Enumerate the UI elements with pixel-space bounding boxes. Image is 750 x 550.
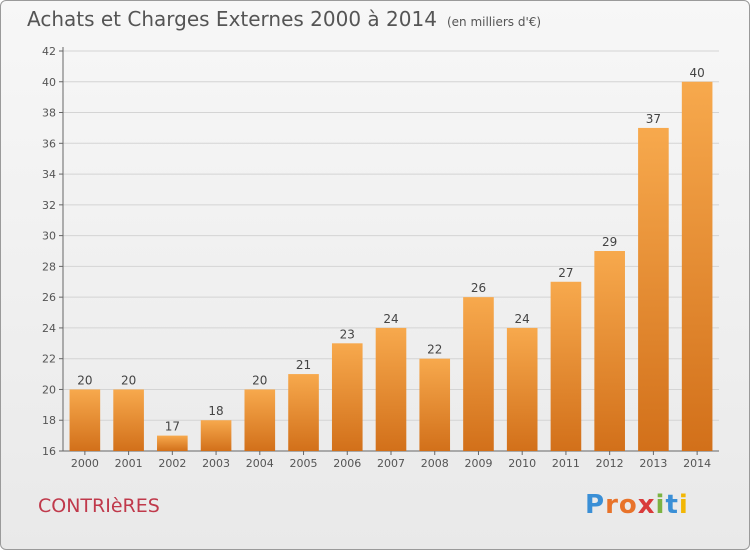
bar-2007	[375, 327, 407, 451]
bar-2011	[550, 281, 582, 451]
y-tick-label: 32	[42, 199, 56, 212]
y-tick-label: 26	[42, 291, 56, 304]
x-tick-label-2009: 2009	[464, 457, 492, 470]
y-tick-label: 28	[42, 260, 56, 273]
logo-letter: i	[655, 490, 666, 520]
bar-2002	[157, 435, 188, 451]
value-label-2010: 24	[515, 312, 530, 326]
x-tick-label-2011: 2011	[552, 457, 580, 470]
x-tick-label-2003: 2003	[202, 457, 230, 470]
logo-letter: P	[585, 490, 606, 520]
value-label-2013: 37	[646, 112, 661, 126]
proxiti-logo: Proxiti	[585, 490, 689, 520]
value-label-2014: 40	[689, 66, 704, 80]
chart-unit: (en milliers d'€)	[446, 15, 542, 29]
value-label-2007: 24	[383, 312, 398, 326]
logo-letter: t	[665, 490, 679, 520]
value-label-2001: 20	[121, 373, 136, 387]
commune-name: CONTRIèRES	[38, 495, 160, 517]
value-label-2008: 22	[427, 343, 442, 357]
x-tick-label-2010: 2010	[508, 457, 536, 470]
value-label-2009: 26	[471, 281, 486, 295]
value-label-2012: 29	[602, 235, 617, 249]
x-tick-label-2008: 2008	[421, 457, 449, 470]
bar-2014	[681, 81, 713, 452]
y-tick-label: 38	[42, 107, 56, 120]
bar-2000	[69, 389, 101, 451]
logo-letter: r	[605, 490, 619, 520]
y-tick-label: 30	[42, 230, 56, 243]
bar-2009	[463, 297, 494, 451]
x-tick-label-2002: 2002	[158, 457, 186, 470]
value-label-2006: 23	[340, 327, 355, 341]
bar-2003	[200, 420, 232, 451]
bar-2013	[638, 127, 669, 451]
x-tick-label-2001: 2001	[115, 457, 143, 470]
logo-letter: x	[637, 490, 656, 520]
bar-2001	[113, 389, 144, 451]
bar-2006	[331, 343, 363, 451]
x-tick-label-2006: 2006	[333, 457, 361, 470]
x-tick-label-2012: 2012	[596, 457, 624, 470]
y-tick-label: 36	[42, 137, 56, 150]
y-tick-label: 18	[42, 414, 56, 427]
value-label-2004: 20	[252, 373, 267, 387]
bar-2010	[506, 327, 538, 451]
x-tick-label-2013: 2013	[639, 457, 667, 470]
value-label-2011: 27	[558, 266, 573, 280]
x-tick-label-2005: 2005	[290, 457, 318, 470]
y-tick-label: 34	[42, 168, 56, 181]
chart-title: Achats et Charges Externes 2000 à 2014	[27, 7, 437, 31]
value-label-2002: 17	[165, 420, 180, 434]
y-tick-label: 24	[42, 322, 56, 335]
y-tick-label: 22	[42, 353, 56, 366]
bar-2008	[419, 358, 451, 451]
bar-2005	[288, 374, 319, 451]
logo-letter: o	[618, 490, 638, 520]
x-tick-label-2007: 2007	[377, 457, 405, 470]
value-label-2000: 20	[77, 373, 92, 387]
x-tick-label-2000: 2000	[71, 457, 99, 470]
value-label-2003: 18	[208, 404, 223, 418]
x-tick-label-2004: 2004	[246, 457, 274, 470]
title-line: Achats et Charges Externes 2000 à 2014 (e…	[27, 7, 541, 31]
y-tick-label: 20	[42, 383, 56, 396]
value-label-2005: 21	[296, 358, 311, 372]
x-tick-label-2014: 2014	[683, 457, 711, 470]
logo-letter: i	[678, 490, 689, 520]
bar-2004	[244, 389, 276, 451]
y-tick-label: 42	[42, 45, 56, 58]
y-tick-label: 16	[42, 445, 56, 458]
bar-2012	[594, 251, 625, 451]
y-tick-label: 40	[42, 76, 56, 89]
